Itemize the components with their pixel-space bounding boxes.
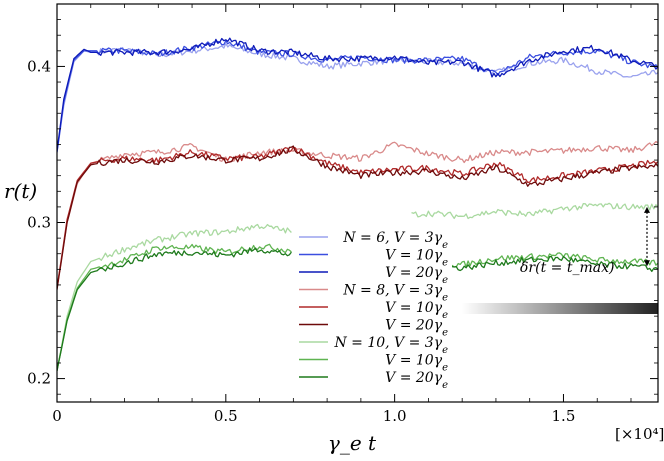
- series-line-2: [57, 37, 658, 151]
- x-axis-label: γ_e t: [328, 431, 377, 455]
- legend-label-6: N = 10, V = 3γe: [333, 335, 448, 356]
- legend-label-7: V = 10γe: [385, 353, 448, 374]
- annotation-arrowhead-bottom: [644, 260, 650, 267]
- legend-label-2: V = 20γe: [385, 265, 448, 286]
- y-tick-label: 0.4: [27, 57, 51, 75]
- y-axis-label: r(t): [4, 179, 37, 203]
- series-line-8: [57, 247, 658, 371]
- legend-label-0: N = 6, V = 3γe: [342, 230, 448, 251]
- series-line-6: [57, 202, 658, 371]
- annotation-label: δr(t = t_max): [520, 260, 614, 276]
- legend-label-5: V = 20γe: [385, 318, 448, 339]
- series-layer: [57, 37, 658, 371]
- series-line-5: [57, 145, 658, 290]
- gradient-bar: [462, 303, 658, 314]
- annotation-arrowhead-top: [644, 206, 650, 213]
- x-multiplier-label: [×10⁴]: [615, 425, 664, 443]
- series-line-3: [57, 140, 658, 289]
- series-line-0: [57, 42, 658, 153]
- legend-label-1: V = 10γe: [385, 248, 448, 269]
- legend-label-3: N = 8, V = 3γe: [342, 283, 448, 304]
- y-tick-label: 0.3: [27, 214, 51, 232]
- y-tick-label: 0.2: [27, 370, 51, 388]
- legend-label-4: V = 10γe: [385, 300, 448, 321]
- plot-frame: [56, 3, 659, 403]
- legend-label-8: V = 20γe: [385, 370, 448, 391]
- annotation: δr(t = t_max): [520, 206, 650, 276]
- x-tick-label: 1.0: [383, 407, 407, 425]
- axes: 0 0.5 1.0 1.5 0.2 0.3 0.4: [27, 3, 659, 425]
- x-tick-label: 0: [52, 407, 62, 425]
- legend-box: [296, 226, 452, 392]
- x-tick-label: 0.5: [214, 407, 238, 425]
- series-line-4: [57, 146, 658, 289]
- x-tick-label: 1.5: [552, 407, 576, 425]
